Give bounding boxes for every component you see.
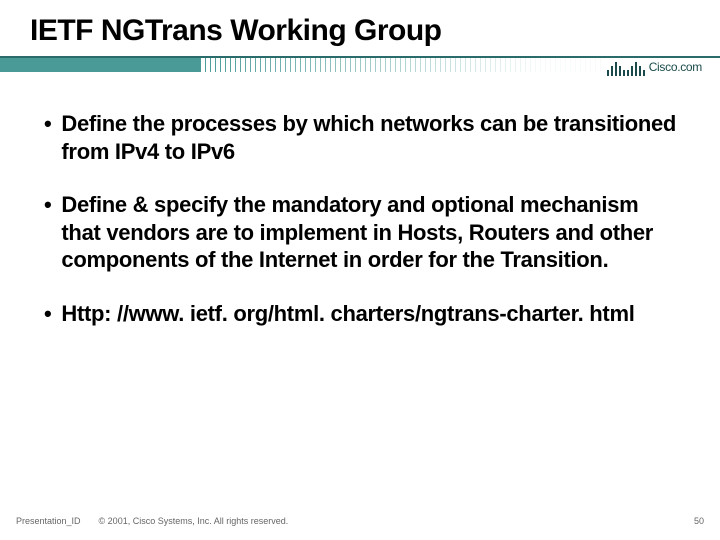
brand-logo: Cisco.com (601, 58, 702, 76)
bullet-text: Define & specify the mandatory and optio… (61, 191, 680, 274)
bullet-icon: • (44, 110, 51, 138)
brand-text: Cisco.com (649, 60, 702, 74)
footer: Presentation_ID © 2001, Cisco Systems, I… (16, 516, 704, 526)
bullet-icon: • (44, 300, 51, 328)
bullet-icon: • (44, 191, 51, 219)
divider-solid (0, 58, 200, 72)
page-number: 50 (694, 516, 704, 526)
bullet-list: • Define the processes by which networks… (44, 110, 680, 353)
list-item: • Define the processes by which networks… (44, 110, 680, 165)
bullet-text: Http: //www. ietf. org/html. charters/ng… (61, 300, 680, 328)
list-item: • Define & specify the mandatory and opt… (44, 191, 680, 274)
bullet-text: Define the processes by which networks c… (61, 110, 680, 165)
list-item: • Http: //www. ietf. org/html. charters/… (44, 300, 680, 328)
presentation-id: Presentation_ID (16, 516, 81, 526)
brand-bars-icon (607, 58, 645, 76)
slide-title: IETF NGTrans Working Group (30, 14, 441, 48)
copyright-text: © 2001, Cisco Systems, Inc. All rights r… (99, 516, 694, 526)
